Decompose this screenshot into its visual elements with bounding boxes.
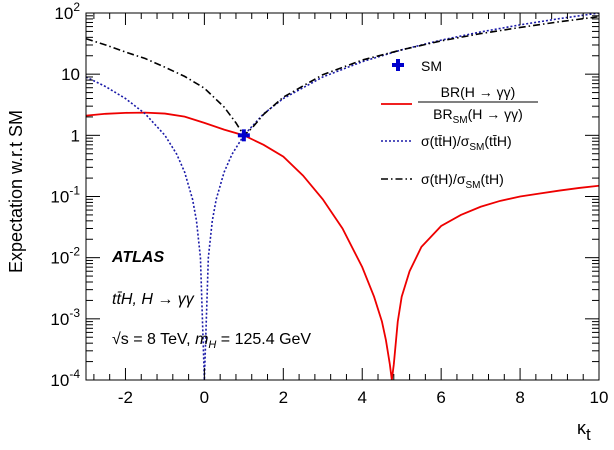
legend-sm-marker [392,59,404,71]
legend-th-main: σ(tH)/σ [421,171,466,187]
legend-br-den-prefix: BR [433,106,452,122]
legend-tth-sub: SM [469,142,484,153]
series-group [86,13,599,380]
y-tick-label: 10-1 [50,184,80,207]
y-tick-base: 10 [50,249,69,268]
y-tick-base: 10 [50,371,69,390]
y-tick-label: 10 [61,65,80,84]
legend-label-tth: σ(tt̄H)/σSM(tt̄H) [421,133,512,153]
y-axis-label: Expectation w.r.t SM [6,110,26,273]
axes-group: -2 0 2 4 6 8 1010-410-310-210-1110102Expectati… [6,0,608,444]
legend-label-br-denominator: BRSM(H → γγ) [433,106,523,126]
x-tick-label: 2 [279,388,288,407]
legend-br-den-rest: (H → γγ) [468,106,523,122]
y-tick-base: 10 [61,65,80,84]
annotations: ATLAS tt̄H, H → γγ √s = 8 TeV, mH = 125.4 … [111,129,311,351]
y-tick-base: 10 [50,188,69,207]
y-tick-base: 1 [71,126,80,145]
y-tick-base: 10 [54,4,73,23]
legend-label-sm: SM [421,58,442,74]
y-tick-label: 102 [54,0,80,23]
energy-text: √s = 8 TeV, [112,331,195,348]
y-tick-exponent: -3 [69,306,80,320]
y-tick-label: 10-3 [50,306,80,329]
x-tick-label: 8 [515,388,524,407]
x-tick-label: -2 [118,388,133,407]
y-tick-exponent: -1 [69,184,80,198]
y-tick-exponent: 2 [73,0,80,14]
y-tick-label: 1 [71,126,80,145]
atlas-label: ATLAS [111,249,164,266]
y-tick-base: 10 [50,310,69,329]
legend-th-rest: (tH) [481,171,504,187]
y-tick-label: 10-2 [50,245,80,268]
legend-label-th: σ(tH)/σSM(tH) [421,171,504,191]
legend-th-sub: SM [466,180,481,191]
energy-mass-label: √s = 8 TeV, mH = 125.4 GeV [112,331,311,351]
x-tick-label: 10 [590,388,609,407]
mass-value: = 125.4 GeV [216,331,311,348]
legend-sm-marker-v [396,59,400,71]
legend-br-den-sub: SM [453,115,468,126]
x-tick-label: 6 [436,388,445,407]
x-axis-subscript: t [586,425,591,444]
process-label: tt̄H, H → γγ [112,291,195,308]
mass-subscript: H [208,339,216,351]
y-tick-exponent: -4 [69,367,80,381]
sm-point-marker [237,129,250,142]
mass-symbol: m [195,331,208,348]
x-tick-label: 4 [357,388,366,407]
x-axis-symbol: κ [577,418,587,438]
sm-point-marker-v [241,129,246,142]
legend-tth-rest: (tt̄H) [484,133,511,149]
legend-tth-main: σ(tt̄H)/σ [421,133,470,149]
series-line-th [86,15,599,137]
legend-label-br-numerator: BR(H → γγ) [441,84,516,100]
x-axis-label: κt [577,418,591,444]
series-line-br [86,111,599,380]
y-tick-label: 10-4 [50,367,80,390]
x-tick-label: 0 [200,388,209,407]
y-tick-exponent: -2 [69,245,80,259]
